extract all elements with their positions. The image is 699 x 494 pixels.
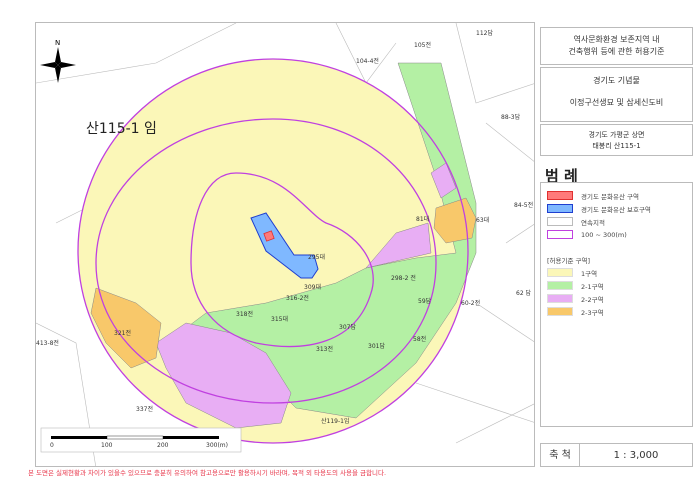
scale-value: 1 : 3,000 (613, 449, 659, 461)
buffer-100m (190, 172, 374, 348)
buffer-300m (77, 58, 469, 444)
svg-text:200: 200 (157, 442, 169, 449)
map-label: 84-5전 (514, 201, 533, 209)
map-label: 307답 (339, 324, 356, 331)
map-label: 산115-1 임 (86, 121, 157, 137)
map-label: 309대 (304, 283, 321, 291)
map-view[interactable]: N 산115-1 임 295대 309대 307답 301답 58전 59답 2… (35, 22, 535, 467)
scale-box: 축 척 1 : 3,000 (540, 443, 693, 467)
map-label: 63대 (476, 216, 489, 224)
map-label: 301답 (368, 343, 385, 350)
legend-item: 100 ~ 300(m) (541, 228, 692, 241)
svg-text:100: 100 (101, 442, 113, 449)
map-label: 산119-1임 (321, 417, 349, 425)
map-label: 59답 (418, 298, 432, 305)
map-label: 62 답 (516, 290, 532, 297)
zone-2-3-area (90, 197, 477, 369)
map-label: 315대 (271, 315, 288, 323)
map-label: 321전 (114, 329, 131, 337)
map-label: 81대 (416, 215, 429, 223)
buffer-200m (95, 118, 437, 404)
legend-title: 범 례 (545, 167, 578, 185)
map-label: 318전 (236, 310, 253, 318)
scale-bar: 0 100 200 300(m) (40, 427, 242, 453)
heritage-category: 경기도 기념물 (593, 76, 640, 85)
legend-zone: 1구역 (541, 266, 692, 279)
zone-heading: [허용기준 구역] (547, 256, 591, 265)
legend-zone: 2-1구역 (541, 279, 692, 292)
legend-item: 연속지적 (541, 215, 692, 228)
heritage-zone (263, 230, 275, 242)
disclaimer-notice: 본 도면은 실제현황과 차이가 있을수 있으므로 충분히 유의하여 참고용으로만… (28, 469, 387, 477)
map-label: 105전 (414, 41, 431, 49)
location-line: 경기도 가평군 상면 (588, 131, 645, 139)
heritage-name: 이정구선생묘 및 삼세신도비 (569, 98, 664, 107)
map-label: 58전 (413, 335, 426, 343)
protection-zone (250, 212, 319, 279)
legend-zone: 2-2구역 (541, 292, 692, 305)
map-label: 313전 (316, 345, 333, 353)
map-label: 88-3답 (501, 114, 521, 121)
location-line: 태봉리 산115-1 (592, 142, 641, 150)
svg-text:300(m): 300(m) (206, 442, 228, 449)
legend-item: 경기도 문화유산 보호구역 (541, 202, 692, 215)
heritage-box: 경기도 기념물 이정구선생묘 및 삼세신도비 (540, 67, 693, 122)
title-box: 역사문화환경 보존지역 내 건축행위 등에 관한 허용기준 (540, 27, 693, 65)
location-box: 경기도 가평군 상면 태봉리 산115-1 (540, 124, 693, 156)
map-label: 337전 (136, 405, 153, 413)
legend: 경기도 문화유산 구역 경기도 문화유산 보호구역 연속지적 100 ~ 300… (540, 182, 693, 427)
title-line: 건축행위 등에 관한 허용기준 (568, 47, 665, 56)
map-label: 316-2전 (286, 294, 309, 302)
map-label: 413-8전 (36, 339, 59, 347)
svg-text:0: 0 (50, 442, 54, 449)
legend-zone: 2-3구역 (541, 305, 692, 318)
title-line: 역사문화환경 보존지역 내 (573, 35, 660, 44)
map-label: 298-2 전 (391, 274, 416, 282)
map-label: 112답 (476, 30, 493, 37)
north-label: N (55, 39, 60, 47)
map-label: 60-2전 (461, 299, 480, 307)
scale-label: 축 척 (541, 444, 580, 466)
map-label: 295대 (308, 253, 325, 261)
zone-2-2-area (155, 162, 457, 429)
legend-item: 경기도 문화유산 구역 (541, 189, 692, 202)
map-label: 104-4전 (356, 57, 379, 65)
north-arrow: N (40, 39, 76, 83)
